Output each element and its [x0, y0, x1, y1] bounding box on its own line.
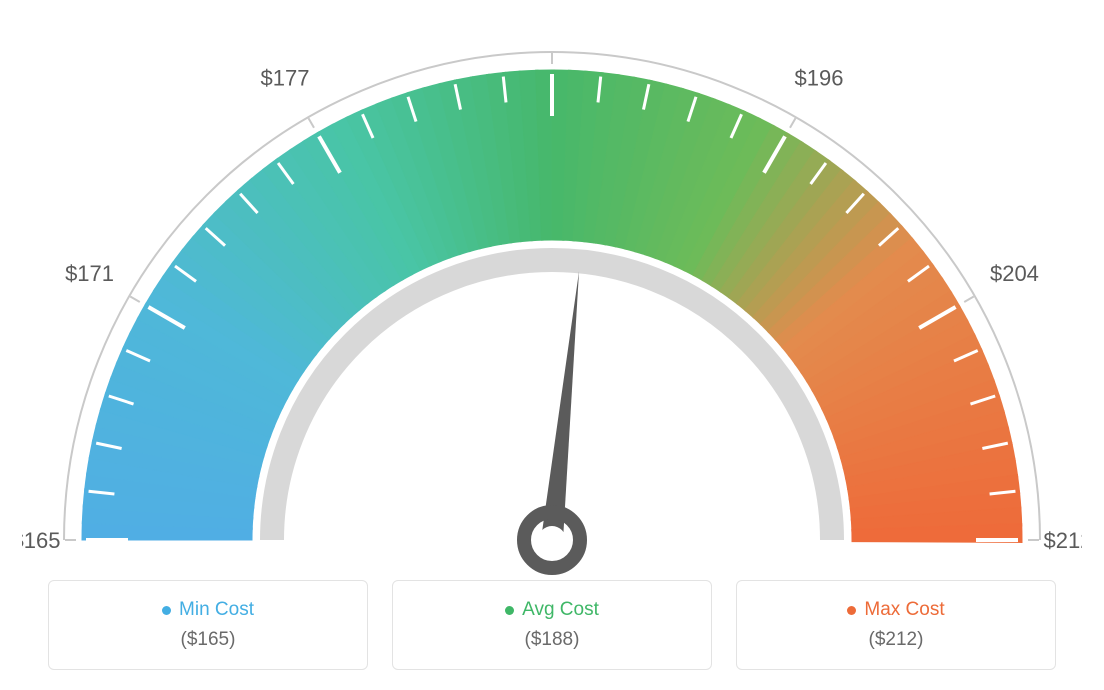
legend-min-title: Min Cost	[162, 599, 254, 621]
legend-avg-value: ($188)	[525, 629, 580, 651]
svg-text:$196: $196	[795, 66, 844, 91]
legend-row: Min Cost ($165) Avg Cost ($188) Max Cost…	[0, 580, 1104, 670]
legend-min-value: ($165)	[181, 629, 236, 651]
legend-min: Min Cost ($165)	[48, 580, 368, 670]
gauge-svg: $165$171$177$188$196$204$212	[22, 20, 1082, 580]
legend-min-label: Min Cost	[179, 599, 254, 621]
cost-gauge: $165$171$177$188$196$204$212	[22, 20, 1082, 580]
legend-max-title: Max Cost	[847, 599, 944, 621]
legend-avg-title: Avg Cost	[505, 599, 599, 621]
bullet-min	[162, 606, 171, 615]
legend-max-value: ($212)	[869, 629, 924, 651]
bullet-avg	[505, 606, 514, 615]
legend-max-label: Max Cost	[864, 599, 944, 621]
svg-text:$212: $212	[1044, 528, 1082, 553]
legend-avg-label: Avg Cost	[522, 599, 599, 621]
svg-text:$204: $204	[990, 261, 1039, 286]
svg-text:$171: $171	[65, 261, 114, 286]
bullet-max	[847, 606, 856, 615]
svg-text:$177: $177	[261, 66, 310, 91]
legend-max: Max Cost ($212)	[736, 580, 1056, 670]
legend-avg: Avg Cost ($188)	[392, 580, 712, 670]
svg-text:$165: $165	[22, 528, 60, 553]
